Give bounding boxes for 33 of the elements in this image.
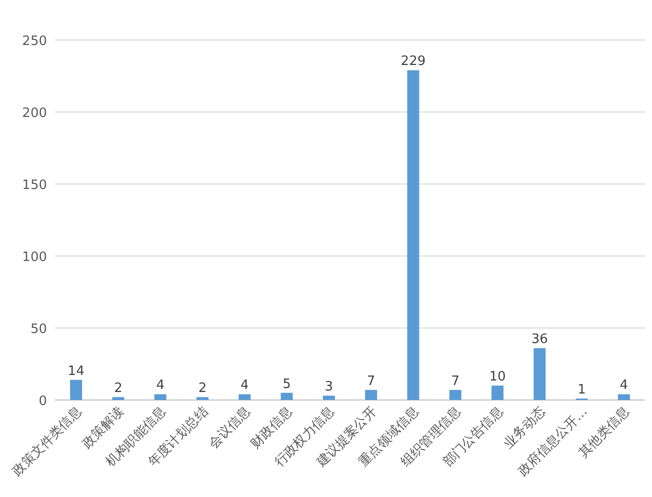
y-tick-label: 50 [30,322,47,337]
data-label: 2 [114,381,122,396]
bar [196,397,208,400]
y-tick-label: 100 [22,250,47,265]
bar [322,396,335,400]
data-label: 10 [489,370,506,385]
y-tick-label: 0 [38,394,47,409]
data-label: 36 [531,332,548,348]
bar [70,380,82,400]
data-label: 4 [620,378,628,394]
bar [280,392,293,400]
data-label: 2 [198,381,207,396]
bar [365,390,378,400]
bar [112,397,124,400]
bar [154,394,166,400]
data-label: 7 [366,374,376,389]
data-label: 14 [68,364,84,379]
bar [534,348,546,400]
bar [492,386,504,400]
data-label: 3 [324,380,334,395]
data-label: 4 [156,378,164,394]
y-tick-label: 250 [22,34,47,49]
data-label: 4 [240,378,249,394]
data-label: 7 [451,374,460,389]
y-tick-label: 200 [22,106,47,121]
data-label: 229 [400,54,426,70]
y-tick-label: 150 [22,178,47,193]
bar [449,390,462,400]
data-label: 1 [578,382,586,398]
bar [407,70,420,400]
bar [238,394,251,400]
bar [618,394,630,400]
data-label: 5 [282,376,291,392]
